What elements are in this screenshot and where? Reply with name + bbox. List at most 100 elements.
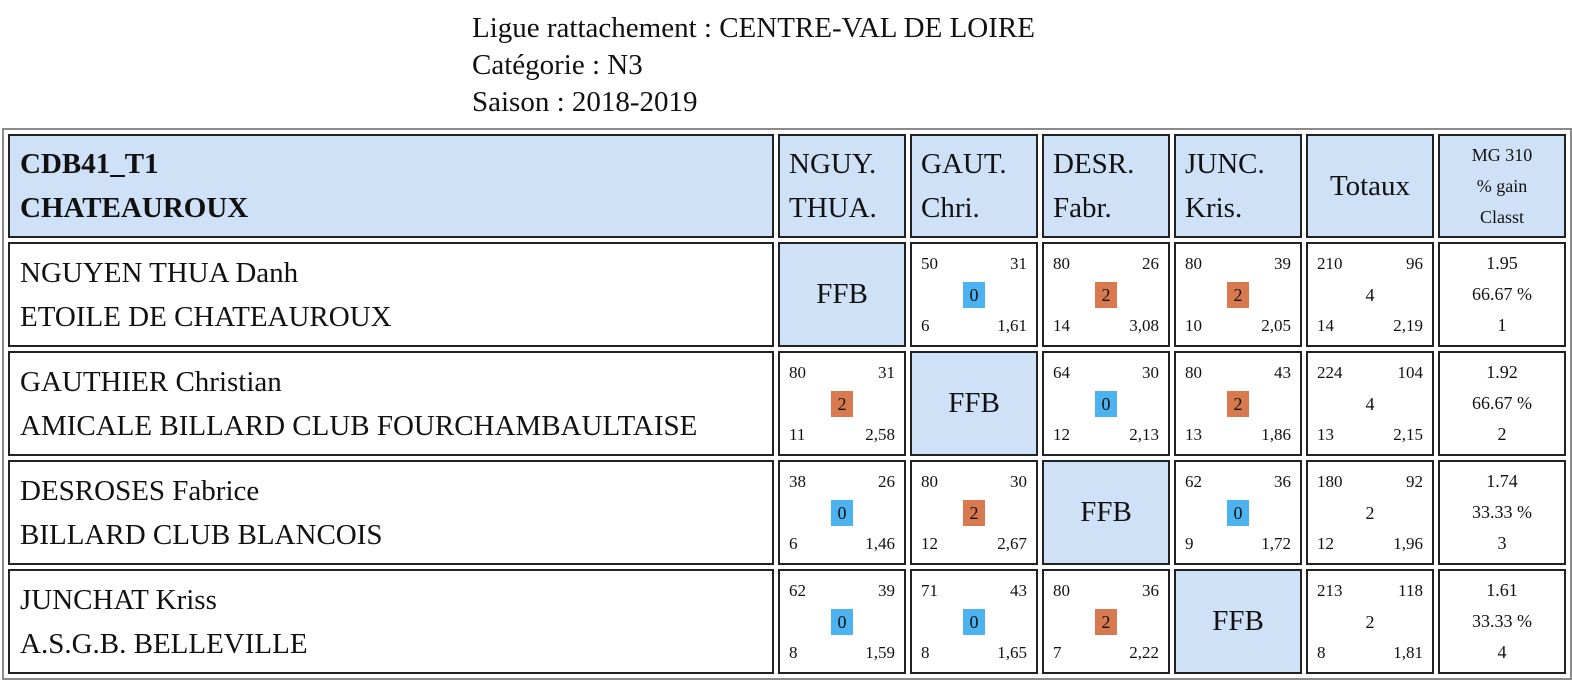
total-innings: 104: [1397, 363, 1424, 382]
opponent-line2: Chri.: [921, 192, 980, 224]
match-cell: 80 39 2 10 2,05: [1174, 242, 1302, 347]
mg-cell: 1.74 33.33 % 3: [1438, 460, 1566, 565]
match-score: 80: [1053, 254, 1070, 273]
page-header: Ligue rattachement : CENTRE-VAL DE LOIRE…: [472, 10, 1035, 121]
match-average: 1,65: [997, 643, 1027, 662]
opponent-line2: Fabr.: [1053, 192, 1112, 224]
totals-cell: 210 96 4 14 2,19: [1306, 242, 1434, 347]
match-score: 80: [1053, 581, 1070, 600]
general-average: 1.74: [1486, 471, 1518, 491]
match-score: 62: [1185, 472, 1202, 491]
total-points: 2: [1365, 502, 1375, 523]
match-innings: 26: [878, 472, 895, 491]
match-series: 6: [789, 534, 798, 553]
match-series: 10: [1185, 316, 1202, 335]
match-series: 12: [921, 534, 938, 553]
ranking: 2: [1497, 424, 1507, 444]
match-points-badge: 2: [1227, 390, 1249, 417]
total-score: 224: [1317, 363, 1343, 382]
total-average: 2,19: [1393, 316, 1423, 335]
match-points-badge: 0: [963, 281, 985, 308]
total-series: 13: [1317, 425, 1334, 444]
match-average: 2,05: [1261, 316, 1291, 335]
match-cell: 80 30 2 12 2,67: [910, 460, 1038, 565]
header-row: CDB41_T1 CHATEAUROUX NGUY. THUA. GAUT. C…: [8, 134, 1566, 238]
match-score: 71: [921, 581, 938, 600]
match-score: 80: [1185, 254, 1202, 273]
player-name: GAUTHIER Christian: [20, 365, 282, 398]
match-score: 62: [789, 581, 806, 600]
match-innings: 39: [1274, 254, 1291, 273]
opponent-line1: JUNC.: [1185, 148, 1265, 180]
total-innings: 92: [1406, 472, 1423, 491]
match-average: 2,58: [865, 425, 895, 444]
ranking: 1: [1497, 315, 1507, 335]
match-cell: 80 43 2 13 1,86: [1174, 351, 1302, 456]
player-cell: GAUTHIER Christian AMICALE BILLARD CLUB F…: [8, 351, 774, 456]
totals-cell: 213 118 2 8 1,81: [1306, 569, 1434, 674]
match-cell: 80 36 2 7 2,22: [1042, 569, 1170, 674]
opponent-line1: NGUY.: [789, 148, 877, 180]
player-row: NGUYEN THUA Danh ETOILE DE CHATEAUROUX FFB…: [8, 242, 1566, 347]
match-series: 12: [1053, 425, 1070, 444]
match-average: 2,22: [1129, 643, 1159, 662]
match-series: 13: [1185, 425, 1202, 444]
opponent-line1: DESR.: [1053, 148, 1135, 180]
match-average: 1,59: [865, 643, 895, 662]
match-innings: 36: [1142, 581, 1159, 600]
match-cell: 71 43 0 8 1,65: [910, 569, 1038, 674]
opponent-line2: THUA.: [789, 192, 877, 224]
match-innings: 43: [1274, 363, 1291, 382]
match-score: 38: [789, 472, 806, 491]
match-points-badge: 0: [1095, 390, 1117, 417]
mg-cell: 1.61 33.33 % 4: [1438, 569, 1566, 674]
match-score: 50: [921, 254, 938, 273]
mg-header: MG 310 % gain Classt: [1438, 134, 1566, 238]
match-innings: 39: [878, 581, 895, 600]
match-cell: 64 30 0 12 2,13: [1042, 351, 1170, 456]
match-average: 2,67: [997, 534, 1027, 553]
match-points-badge: 2: [1095, 281, 1117, 308]
match-score: 80: [789, 363, 806, 382]
match-cell: 62 36 0 9 1,72: [1174, 460, 1302, 565]
match-score: 64: [1053, 363, 1070, 382]
match-innings: 30: [1142, 363, 1159, 382]
opponent-header-3: DESR. Fabr.: [1042, 134, 1170, 238]
opponent-header-2: GAUT. Chri.: [910, 134, 1038, 238]
opponent-header-1: NGUY. THUA.: [778, 134, 906, 238]
category-line: Catégorie : N3: [472, 49, 643, 81]
general-average: 1.61: [1486, 580, 1518, 600]
match-score: 80: [1185, 363, 1202, 382]
player-club: A.S.G.B. BELLEVILLE: [20, 627, 308, 660]
team-header: CDB41_T1 CHATEAUROUX: [8, 134, 774, 238]
match-average: 1,46: [865, 534, 895, 553]
total-series: 8: [1317, 643, 1326, 662]
match-series: 8: [789, 643, 798, 662]
mg-cell: 1.92 66.67 % 2: [1438, 351, 1566, 456]
match-innings: 30: [1010, 472, 1027, 491]
opponent-line2: Kris.: [1185, 192, 1243, 224]
totals-cell: 224 104 4 13 2,15: [1306, 351, 1434, 456]
player-row: GAUTHIER Christian AMICALE BILLARD CLUB F…: [8, 351, 1566, 456]
total-average: 1,81: [1393, 643, 1423, 662]
match-series: 6: [921, 316, 930, 335]
match-series: 8: [921, 643, 930, 662]
league-line: Ligue rattachement : CENTRE-VAL DE LOIRE: [472, 12, 1035, 44]
match-series: 11: [789, 425, 806, 444]
match-average: 1,61: [997, 316, 1027, 335]
total-series: 14: [1317, 316, 1334, 335]
match-series: 7: [1053, 643, 1062, 662]
player-row: DESROSES Fabrice BILLARD CLUB BLANCOIS 38 2…: [8, 460, 1566, 565]
total-series: 12: [1317, 534, 1334, 553]
player-name: DESROSES Fabrice: [20, 474, 260, 507]
general-average: 1.95: [1486, 253, 1518, 273]
match-average: 2,13: [1129, 425, 1159, 444]
totals-header: Totaux: [1306, 134, 1434, 238]
total-innings: 96: [1406, 254, 1423, 273]
total-points: 4: [1365, 393, 1375, 414]
win-percentage: 33.33 %: [1472, 502, 1532, 522]
ffb-cell: FFB: [910, 351, 1038, 456]
ffb-cell: FFB: [778, 242, 906, 347]
total-score: 180: [1317, 472, 1343, 491]
total-points: 4: [1365, 284, 1375, 305]
